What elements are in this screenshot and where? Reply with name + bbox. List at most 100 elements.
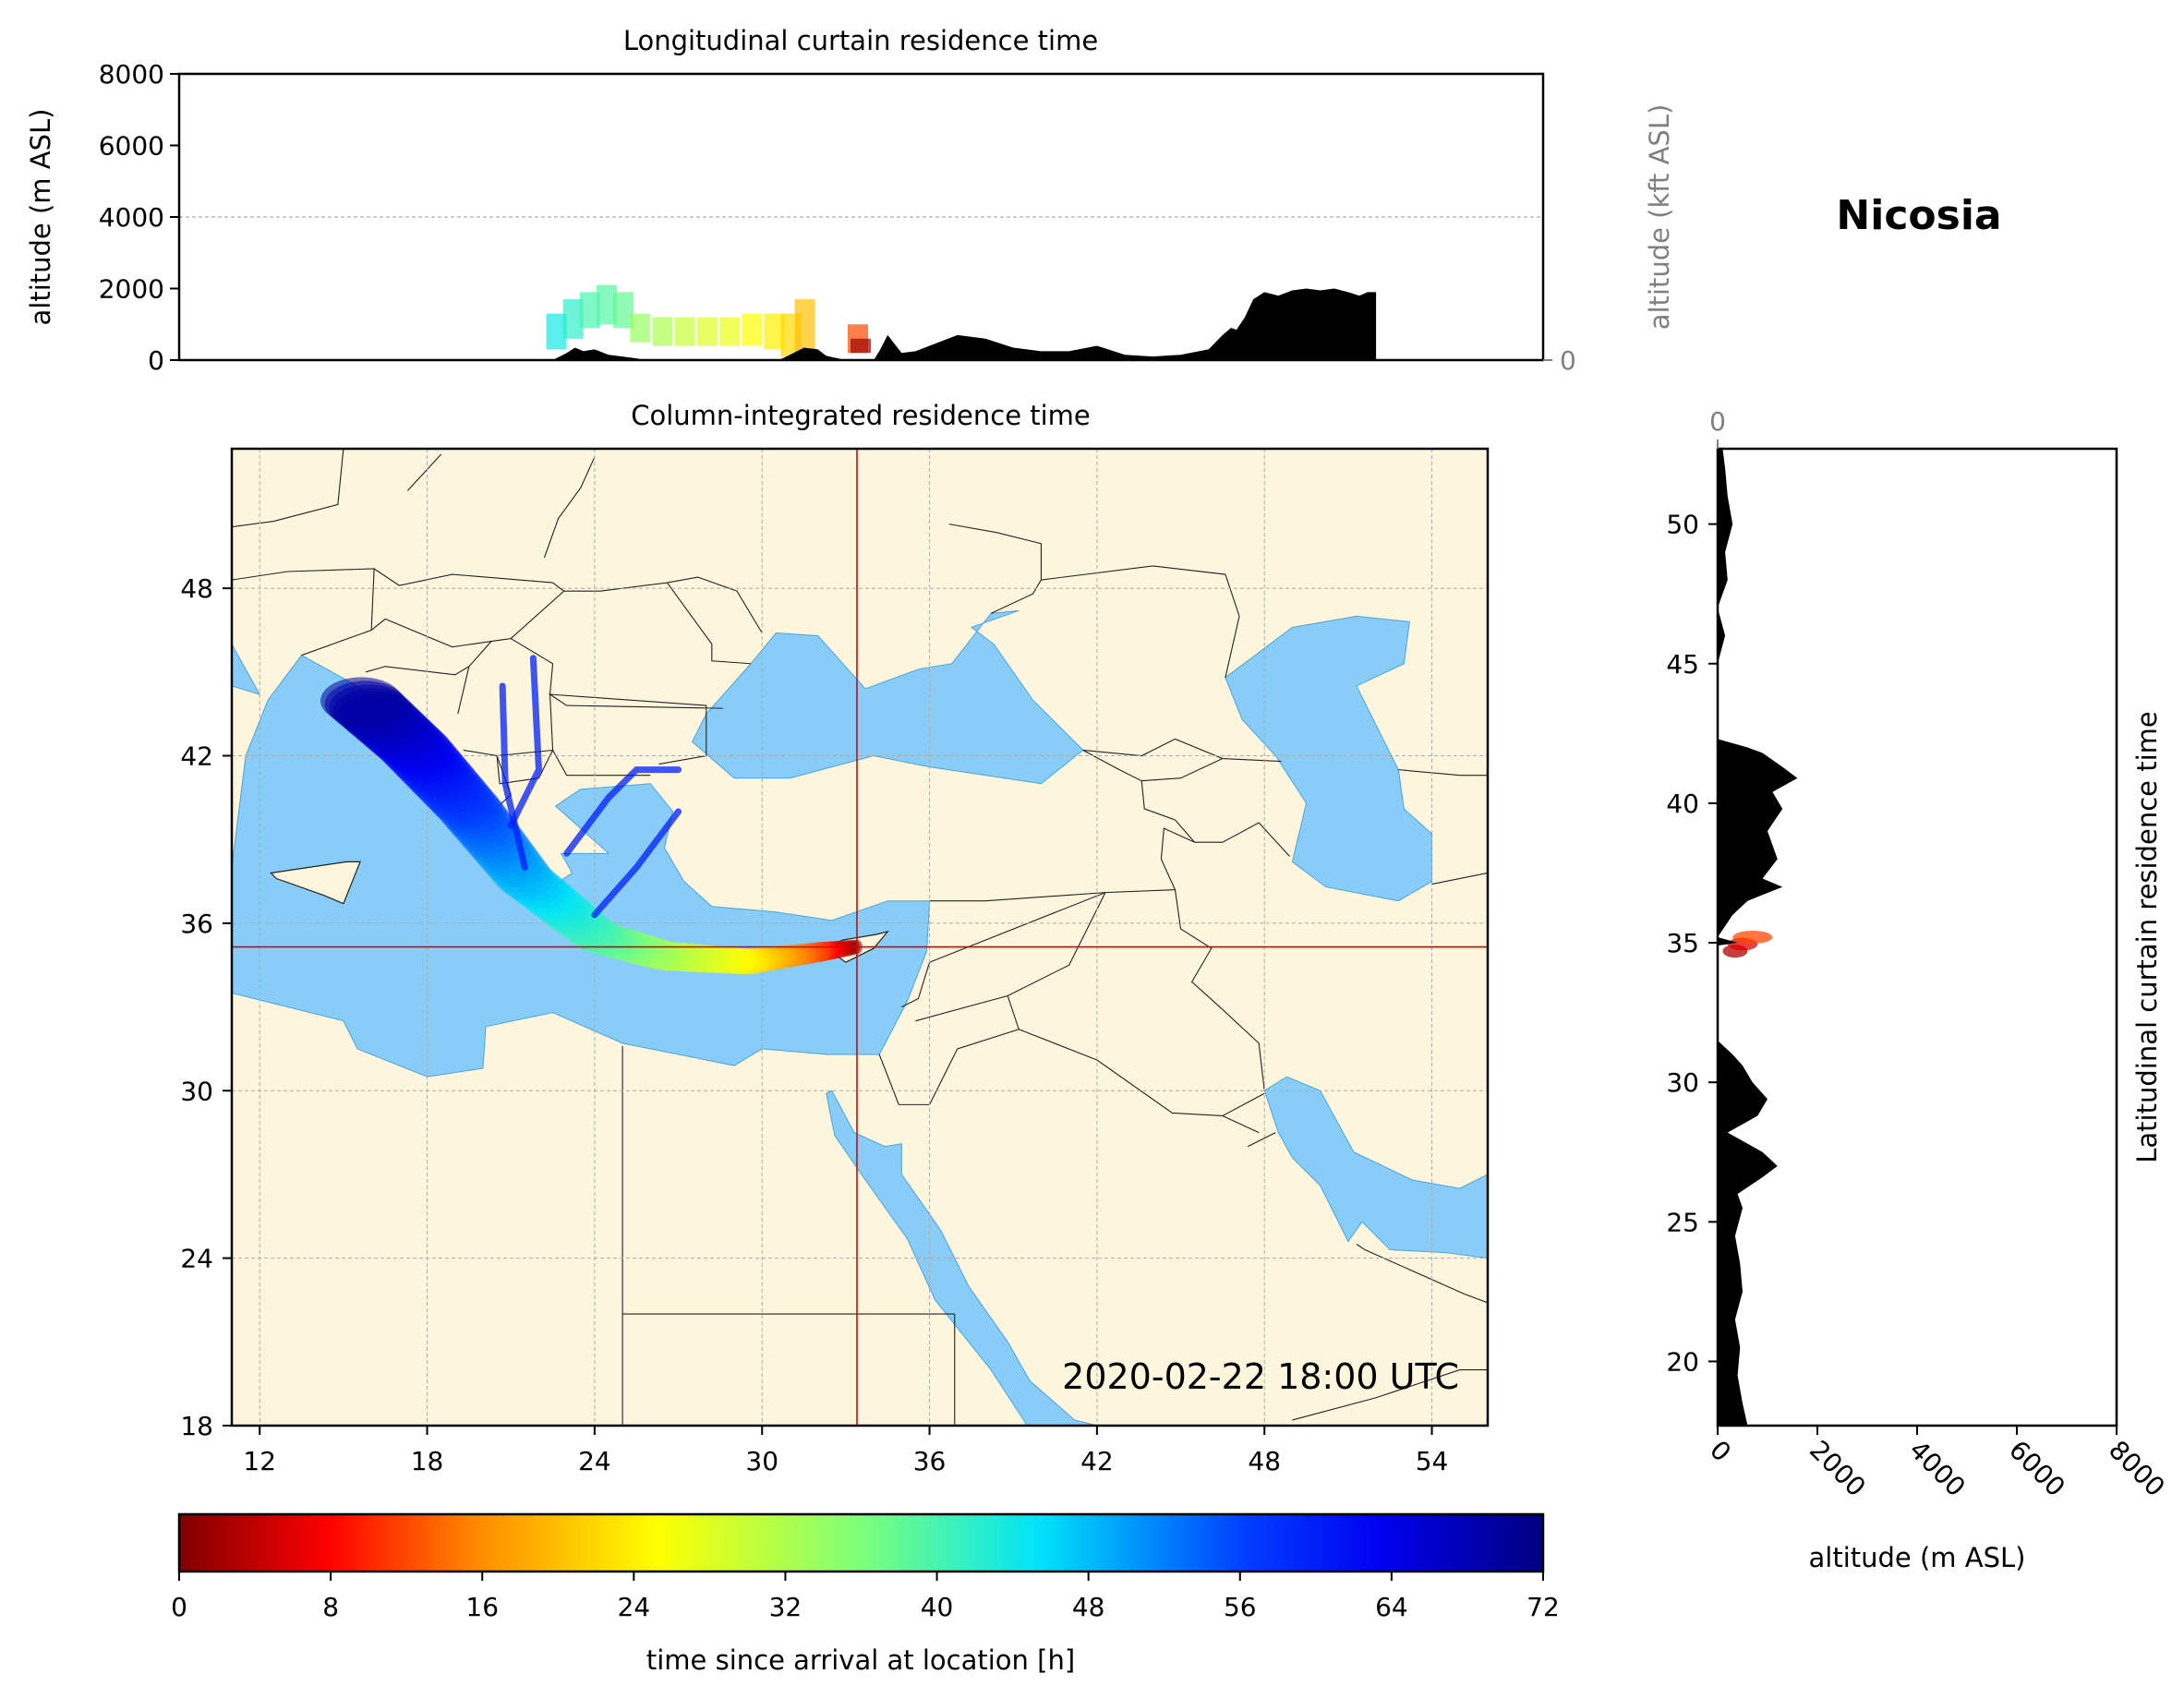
plume-cell (764, 313, 785, 350)
plume-branch (507, 655, 542, 829)
border-line (549, 693, 651, 777)
ytick-label: 45 (1666, 649, 1699, 680)
ytick-label: 48 (180, 573, 213, 604)
ytick-label: 30 (180, 1076, 213, 1106)
colorbar: 0 8 16 24 32 40 48 56 64 72 time since arrival at… (171, 1512, 1560, 1676)
xtick-label: 18 (411, 1446, 444, 1476)
colorbar-tick-label: 64 (1375, 1592, 1408, 1622)
ytick-label: 0 (148, 345, 164, 376)
ytick-label: 50 (1666, 510, 1699, 540)
border-line (948, 524, 1042, 614)
border-line (563, 582, 752, 665)
sea-area (232, 643, 261, 695)
border-line (899, 995, 1020, 1105)
border-line (667, 576, 763, 633)
ytick-label: 40 (1666, 789, 1699, 819)
border-line (1247, 1132, 1276, 1148)
border-line (543, 456, 596, 559)
xtick-label: 48 (1248, 1446, 1281, 1476)
plume-cell (320, 677, 403, 725)
ytick-label: 6000 (99, 131, 164, 162)
colorbar-tick-label: 32 (769, 1592, 802, 1622)
border-line (1174, 889, 1265, 1091)
border-line (232, 568, 375, 581)
border-line (301, 618, 492, 656)
longitudinal-title: Longitudinal curtain residence time (623, 25, 1098, 56)
plume-cell (630, 313, 651, 343)
station-crosshair (232, 449, 1488, 1426)
map-grid (232, 449, 1488, 1426)
border-line (365, 666, 470, 676)
colorbar-tick-label: 0 (171, 1592, 187, 1622)
border-line (1019, 1029, 1265, 1117)
ytick-label: 25 (1666, 1207, 1699, 1237)
xtick-label: 42 (1080, 1446, 1114, 1476)
ytick-label: 24 (180, 1244, 213, 1274)
plume-cell (546, 313, 567, 350)
xtick-label: 2000 (1804, 1435, 1872, 1503)
border-line (1140, 780, 1196, 843)
border-line (496, 749, 554, 785)
xtick-label: 24 (578, 1446, 611, 1476)
latitudinal-title: Latitudinal curtain residence time (2131, 711, 2163, 1163)
sea-area (1225, 615, 1433, 902)
plume-cell (674, 317, 695, 346)
colorbar-tick-label: 48 (1072, 1592, 1105, 1622)
xtick-label: 30 (745, 1446, 778, 1476)
plume-cell (652, 317, 673, 346)
plume-cell (851, 338, 871, 354)
border-line (901, 962, 931, 1008)
border-line (1292, 1368, 1488, 1421)
latitudinal-xlabel: altitude (m ASL) (1809, 1542, 2026, 1573)
sea-area (826, 1090, 1098, 1426)
ytick-label: 20 (1666, 1346, 1699, 1377)
ytick-label: 18 (180, 1411, 213, 1441)
ytick-label: 0 (1560, 345, 1576, 376)
plume-cell (562, 299, 584, 339)
ytick-label: 8000 (99, 59, 164, 90)
colorbar-tick-label: 8 (322, 1592, 339, 1622)
ytick-label: 36 (180, 909, 213, 939)
xtick-label: 0 (1704, 1435, 1737, 1468)
timestamp: 2020-02-22 18:00 UTC (1062, 1356, 1459, 1397)
colorbar-tick-label: 24 (618, 1592, 651, 1622)
xtick-label: 0 (1709, 406, 1726, 437)
ytick-label: 30 (1666, 1067, 1699, 1098)
latitudinal-xticks: 0 2000 4000 6000 8000 (1704, 1426, 2171, 1502)
border-line (1398, 769, 1488, 777)
plume-branch (499, 682, 528, 871)
border-line (878, 1054, 899, 1105)
colorbar-tick-label: 40 (921, 1592, 954, 1622)
map-canvas (232, 449, 1488, 1426)
sea-area (692, 609, 1084, 785)
colorbar-gradient (177, 1512, 1545, 1573)
latitudinal-plume (1722, 931, 1773, 958)
colorbar-tick-label: 16 (465, 1592, 499, 1622)
ytick-label: 35 (1666, 928, 1699, 958)
map-title: Column-integrated residence time (631, 400, 1091, 431)
plume-cell (718, 317, 740, 346)
plume-cell (613, 292, 634, 329)
xtick-label: 36 (913, 1446, 947, 1476)
plume-cell (579, 292, 600, 329)
residence-plume (320, 655, 863, 975)
plume-branch (591, 808, 682, 919)
longitudinal-secondary-yticks: 050100 (1543, 345, 1576, 376)
border-line (1222, 1114, 1260, 1134)
ytick-label: 42 (180, 741, 213, 772)
longitudinal-ylabel: altitude (m ASL) (25, 109, 56, 326)
map-xticks: 12 18 24 30 36 42 48 54 (243, 1426, 1448, 1476)
longitudinal-secondary-ylabel: altitude (kft ASL) (1644, 104, 1675, 331)
border-line (457, 637, 554, 715)
border-line (1356, 1244, 1488, 1304)
latitudinal-topography (1718, 449, 1798, 1426)
border-line (1041, 565, 1240, 678)
plume-cell (696, 317, 718, 346)
longitudinal-yticks: 0 2000 4000 6000 8000 (99, 59, 179, 376)
colorbar-ticks: 0 8 16 24 32 40 48 56 64 72 (171, 1572, 1560, 1622)
border-line (1431, 872, 1488, 885)
border-line (548, 693, 723, 765)
xtick-label: 8000 (2103, 1435, 2171, 1503)
